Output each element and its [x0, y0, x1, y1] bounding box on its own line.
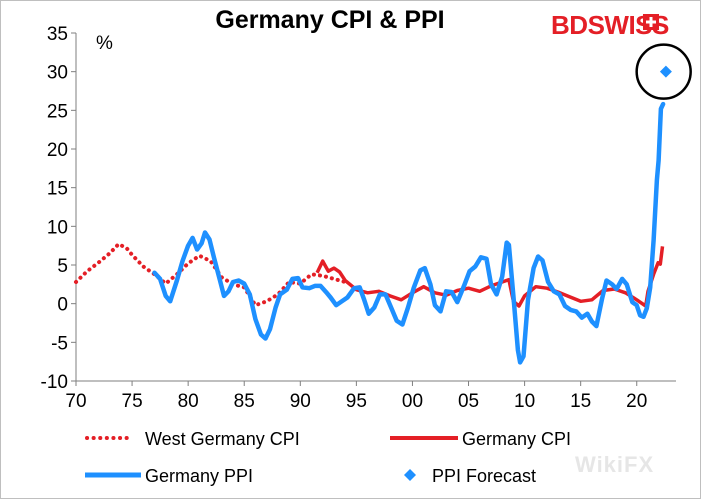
legend-label: Germany CPI [462, 429, 571, 449]
y-tick-label: 25 [47, 101, 68, 122]
legend-label: West Germany CPI [145, 429, 300, 449]
legend-swatch-diamond-blue [404, 469, 416, 481]
brand-cross-icon [643, 14, 659, 30]
y-axis-unit-label: % [96, 33, 113, 54]
watermark-text: WikiFX [575, 452, 655, 477]
chart-title: Germany CPI & PPI [215, 6, 445, 34]
x-tick-label: 10 [514, 391, 535, 412]
chart-legend: West Germany CPI Germany CPI Germany PPI PP… [85, 429, 571, 486]
brand-logo-bd: BD [551, 10, 588, 40]
x-tick-label: 90 [290, 391, 311, 412]
ppi-forecast-point [659, 65, 672, 78]
series-layer [74, 65, 672, 365]
y-tick-label: -10 [41, 372, 68, 393]
legend-item: West Germany CPI [85, 429, 300, 449]
y-tick-label: 15 [47, 179, 68, 200]
y-tick-label: 10 [47, 217, 68, 238]
legend-label: Germany PPI [145, 466, 253, 486]
legend-item: Germany CPI [390, 429, 571, 449]
y-tick-label: 20 [47, 140, 68, 161]
legend-item: PPI Forecast [404, 466, 536, 486]
y-tick-label: -5 [51, 333, 68, 354]
annotation-layer [635, 43, 692, 100]
x-tick-label: 80 [178, 391, 199, 412]
y-tick-label: 5 [57, 256, 68, 277]
legend-label: PPI Forecast [432, 466, 536, 486]
x-axis-ticks: 70 75 80 85 90 95 00 05 10 15 20 [65, 381, 647, 412]
germany-ppi-line [152, 101, 666, 365]
y-tick-label: 30 [47, 63, 68, 84]
legend-item: Germany PPI [85, 466, 253, 486]
y-tick-label: 0 [57, 295, 68, 316]
x-tick-label: 75 [122, 391, 143, 412]
y-axis-ticks: 35 30 25 20 15 10 5 0 -5 -10 [41, 24, 76, 393]
x-tick-label: 20 [626, 391, 647, 412]
forecast-circle-annotation [635, 43, 692, 100]
x-tick-label: 05 [458, 391, 479, 412]
y-tick-label: 35 [47, 24, 68, 45]
x-tick-label: 00 [402, 391, 423, 412]
x-tick-label: 15 [570, 391, 591, 412]
x-tick-label: 70 [65, 391, 86, 412]
x-tick-label: 85 [234, 391, 255, 412]
x-tick-label: 95 [346, 391, 367, 412]
